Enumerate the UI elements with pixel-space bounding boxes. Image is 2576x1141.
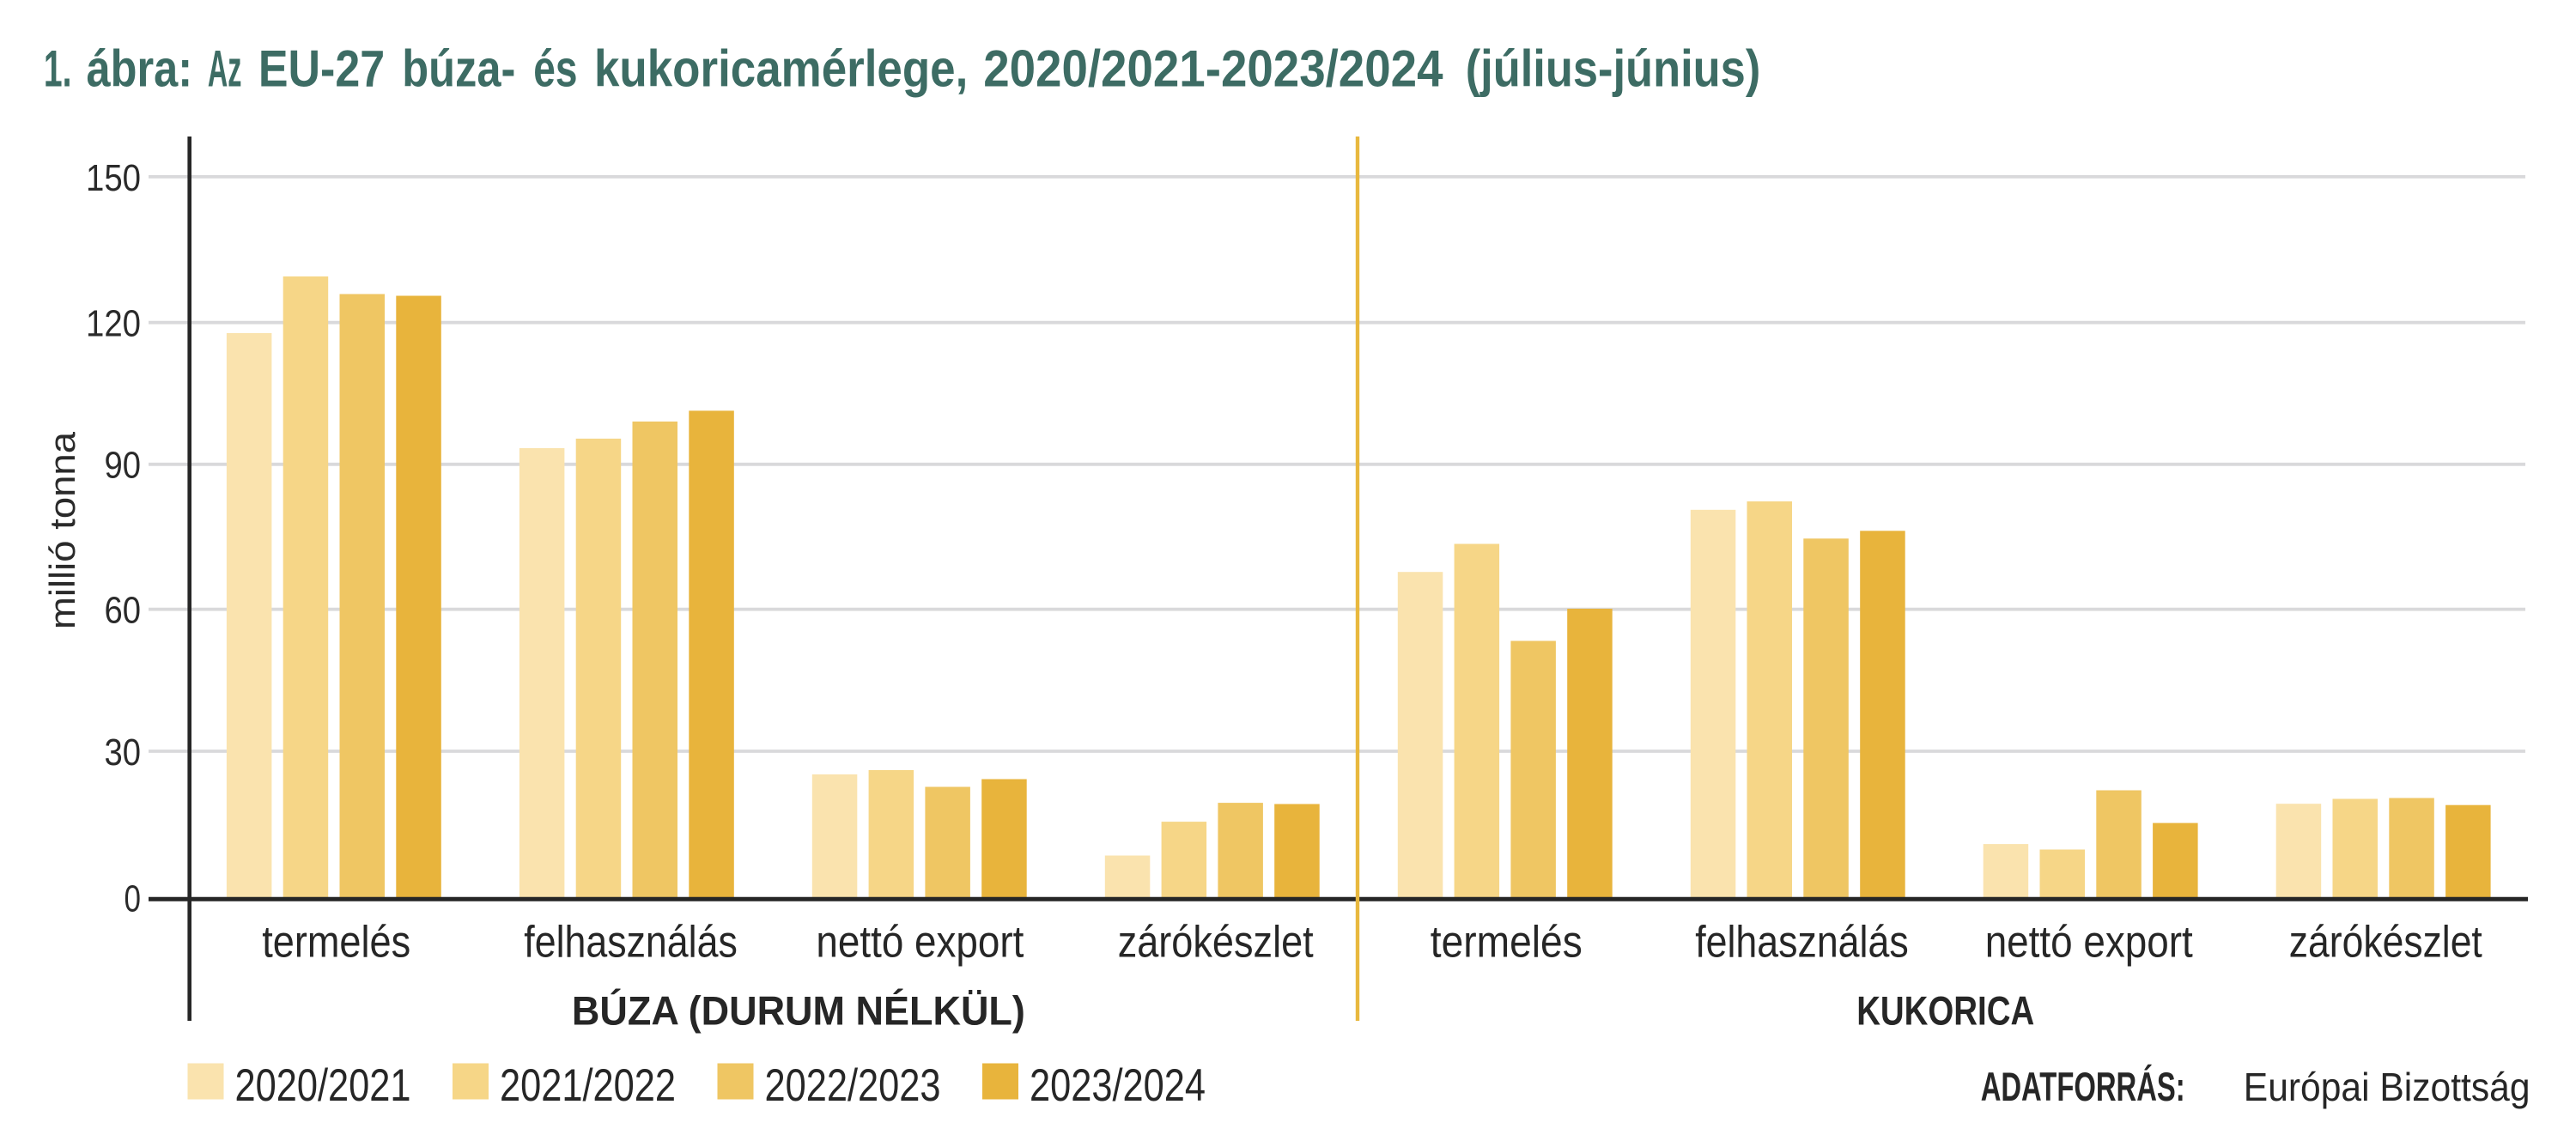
svg-text:felhasználás: felhasználás [1695,918,1909,968]
svg-text:búza-: búza- [402,40,515,98]
svg-text:millió tonna: millió tonna [42,431,82,629]
svg-text:1.: 1. [44,40,72,98]
svg-text:zárókészlet: zárókészlet [2289,918,2482,968]
svg-text:ábra:: ábra: [87,40,192,98]
svg-text:60: 60 [105,590,142,632]
svg-text:2022/2023: 2022/2023 [765,1060,941,1111]
svg-text:2023/2024: 2023/2024 [1030,1060,1206,1111]
svg-text:nettó export: nettó export [816,918,1024,968]
svg-text:termelés: termelés [262,918,410,968]
svg-text:2020/2021: 2020/2021 [235,1060,411,1111]
svg-text:Az: Az [208,40,242,98]
svg-text:Európai Bizottság: Európai Bizottság [2244,1065,2530,1109]
svg-text:2021/2022: 2021/2022 [500,1060,676,1111]
svg-text:EU-27: EU-27 [258,40,385,98]
svg-text:(július-június): (július-június) [1466,40,1761,98]
svg-text:ADATFORRÁS:: ADATFORRÁS: [1981,1064,2185,1109]
svg-text:120: 120 [86,303,141,345]
svg-text:KUKORICA: KUKORICA [1856,988,2034,1034]
svg-text:és: és [533,40,577,98]
svg-text:2020/2021-2023/2024: 2020/2021-2023/2024 [983,40,1443,98]
svg-text:kukoricamérlege,: kukoricamérlege, [594,40,968,98]
svg-text:termelés: termelés [1431,918,1583,968]
svg-text:90: 90 [105,445,142,487]
svg-text:BÚZA (DURUM NÉLKÜL): BÚZA (DURUM NÉLKÜL) [572,988,1025,1034]
svg-text:150: 150 [86,157,141,199]
svg-text:felhasználás: felhasználás [524,918,738,968]
svg-text:30: 30 [105,731,142,774]
svg-text:nettó export: nettó export [1985,918,2193,968]
svg-text:0: 0 [125,877,142,919]
svg-text:zárókészlet: zárókészlet [1118,918,1314,968]
